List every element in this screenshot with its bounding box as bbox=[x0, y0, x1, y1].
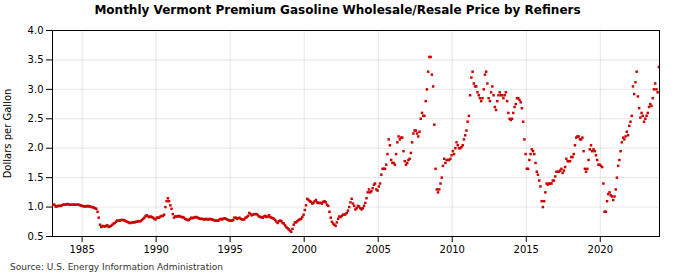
svg-text:1990: 1990 bbox=[143, 244, 168, 255]
svg-text:4.0: 4.0 bbox=[28, 25, 44, 36]
svg-text:2020: 2020 bbox=[588, 244, 613, 255]
svg-text:1995: 1995 bbox=[217, 244, 242, 255]
svg-text:2.5: 2.5 bbox=[28, 113, 44, 124]
svg-text:2000: 2000 bbox=[291, 244, 316, 255]
svg-text:3.5: 3.5 bbox=[28, 54, 44, 65]
svg-text:3.0: 3.0 bbox=[28, 84, 44, 95]
svg-text:1985: 1985 bbox=[69, 244, 94, 255]
svg-text:2015: 2015 bbox=[514, 244, 539, 255]
svg-text:1.5: 1.5 bbox=[28, 172, 44, 183]
svg-text:0.5: 0.5 bbox=[28, 231, 44, 242]
svg-text:2005: 2005 bbox=[365, 244, 390, 255]
svg-text:1.0: 1.0 bbox=[28, 201, 44, 212]
html-text:Source: U.S. Energy Informatio: Source: U.S. Energy Information Administ… bbox=[10, 262, 223, 272]
svg-text:Dollars per Gallon: Dollars per Gallon bbox=[2, 89, 13, 179]
svg-text:2010: 2010 bbox=[440, 244, 465, 255]
html-text:Monthly Vermont Premium Gasoli: Monthly Vermont Premium Gasoline Wholesa… bbox=[94, 3, 581, 17]
svg-text:2.0: 2.0 bbox=[28, 142, 44, 153]
